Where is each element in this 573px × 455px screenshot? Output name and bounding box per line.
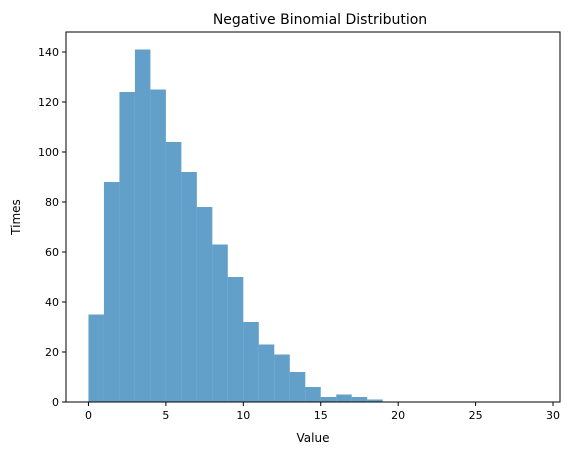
histogram-bar: [305, 387, 321, 402]
histogram-bar: [351, 397, 368, 402]
histogram-bar: [320, 397, 337, 402]
histogram-bar: [336, 394, 352, 402]
y-tick-label: 0: [52, 396, 59, 409]
histogram-bar: [103, 182, 120, 402]
x-tick-label: 30: [546, 409, 560, 422]
x-tick-label: 5: [162, 409, 169, 422]
histogram-bar: [119, 92, 135, 402]
y-axis-label: Times: [9, 199, 23, 236]
histogram-bar: [212, 244, 228, 402]
x-axis-ticks: 0 5 10 15 20 25 30: [85, 402, 560, 422]
y-tick-label: 60: [45, 246, 59, 259]
x-tick-label: 0: [85, 409, 92, 422]
bars-group: [88, 49, 383, 402]
histogram-bar: [181, 172, 197, 402]
x-axis-label: Value: [297, 431, 330, 445]
x-tick-label: 20: [391, 409, 405, 422]
histogram-bar: [88, 314, 104, 402]
y-tick-label: 20: [45, 346, 59, 359]
histogram-bar: [258, 344, 275, 402]
histogram-bar: [165, 142, 182, 402]
histogram-bar: [150, 89, 166, 402]
histogram-bar: [243, 322, 259, 402]
x-tick-label: 15: [314, 409, 328, 422]
histogram-bar: [134, 49, 151, 402]
x-tick-label: 10: [236, 409, 250, 422]
histogram-bar: [367, 399, 383, 402]
histogram-bar: [227, 277, 244, 402]
chart-title: Negative Binomial Distribution: [213, 12, 427, 28]
histogram-bar: [289, 372, 306, 402]
y-tick-label: 80: [45, 196, 59, 209]
y-axis-ticks: 0 20 40 60 80 100 120 140: [38, 46, 66, 409]
y-tick-label: 140: [38, 46, 59, 59]
plot-frame: [65, 31, 561, 403]
y-tick-label: 100: [38, 146, 59, 159]
histogram-bar: [274, 354, 290, 402]
histogram-bar: [196, 207, 213, 402]
y-tick-label: 40: [45, 296, 59, 309]
x-tick-label: 25: [469, 409, 483, 422]
y-tick-label: 120: [38, 96, 59, 109]
